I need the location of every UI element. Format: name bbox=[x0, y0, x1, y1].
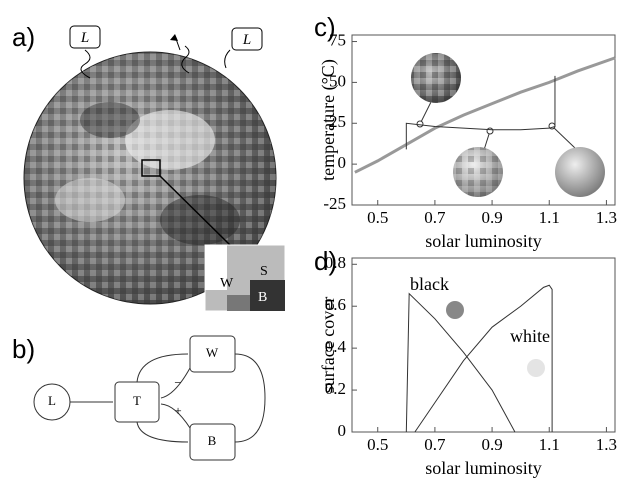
x-tick-label: 0.5 bbox=[367, 435, 388, 454]
lamp-label: L bbox=[242, 32, 251, 48]
x-tick-label: 1.1 bbox=[539, 435, 560, 454]
y-tick-label: 0.8 bbox=[325, 253, 346, 272]
panel-label: a) bbox=[12, 22, 35, 52]
x-tick-label: 1.3 bbox=[596, 435, 617, 454]
diagram bbox=[34, 336, 265, 460]
annotation: black bbox=[410, 274, 449, 294]
x-tick-label: 0.9 bbox=[481, 435, 502, 454]
x-tick-label: 0.9 bbox=[481, 208, 502, 227]
figure: a) b) c) d) L L W S B L T bbox=[0, 0, 634, 482]
inset-label: W bbox=[220, 276, 234, 291]
series-line bbox=[415, 285, 552, 432]
x-axis-label: solar luminosity bbox=[425, 458, 542, 478]
x-tick-label: 1.3 bbox=[596, 208, 617, 227]
y-axis-label: temperature (°C) bbox=[318, 59, 339, 181]
x-tick-label: 0.5 bbox=[367, 208, 388, 227]
x-axis-label: solar luminosity bbox=[425, 231, 542, 251]
y-tick-label: 75 bbox=[329, 30, 346, 49]
node-label: B bbox=[208, 433, 217, 448]
planet bbox=[24, 26, 285, 311]
plot-frame bbox=[352, 258, 615, 432]
node-label: L bbox=[48, 393, 56, 408]
inset-label: B bbox=[258, 290, 267, 305]
sign: + bbox=[174, 403, 181, 418]
node-label: W bbox=[206, 345, 219, 360]
x-tick-label: 1.1 bbox=[539, 208, 560, 227]
x-tick-label: 0.7 bbox=[424, 208, 446, 227]
inset-label: S bbox=[260, 264, 268, 279]
y-tick-label: -25 bbox=[323, 194, 346, 213]
x-tick-label: 0.7 bbox=[424, 435, 446, 454]
node-label: T bbox=[133, 393, 141, 408]
panel-label: b) bbox=[12, 334, 35, 364]
annotation: white bbox=[510, 326, 550, 346]
y-tick-label: 0 bbox=[338, 153, 347, 172]
lamp-label: L bbox=[80, 30, 89, 46]
y-axis-label: surface cover bbox=[318, 297, 338, 393]
sign: − bbox=[174, 375, 181, 390]
y-tick-label: 0 bbox=[338, 421, 347, 440]
